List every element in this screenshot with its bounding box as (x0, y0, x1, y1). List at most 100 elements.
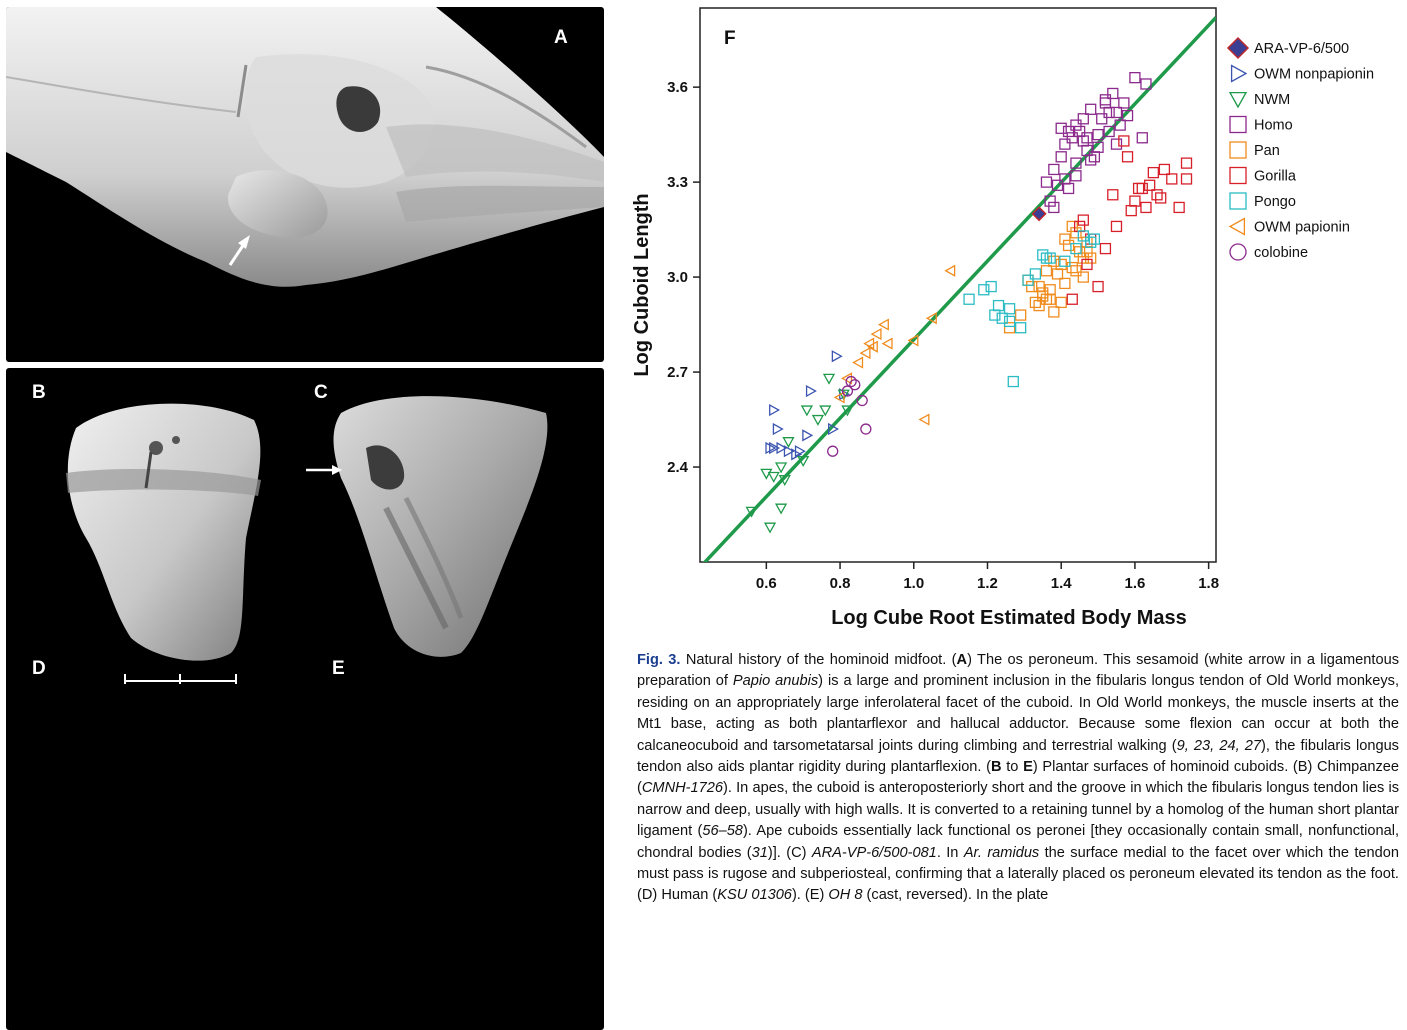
data-point-gorilla (1066, 293, 1078, 305)
panel-label-d: D (32, 658, 46, 679)
data-point-owm-papionin (833, 391, 845, 404)
data-point-homo (1092, 128, 1104, 141)
caption-bold: B (991, 759, 1002, 776)
data-point-homo (1099, 97, 1112, 109)
data-point-pan (1077, 271, 1089, 283)
data-point-homo (1044, 195, 1056, 207)
data-point-homo (1121, 109, 1134, 122)
data-point-nwm (745, 506, 758, 518)
data-point-pongo (1003, 303, 1016, 315)
data-point-gorilla (1125, 204, 1137, 217)
data-point-gorilla (1118, 135, 1130, 147)
data-point-nwm (778, 475, 791, 487)
x-tick-label: 1.0 (903, 575, 924, 592)
data-point-gorilla (1107, 189, 1119, 201)
data-point-pan (1066, 220, 1078, 233)
data-point-pongo (1040, 252, 1053, 264)
legend-marker-ara-vp-6-500 (1226, 36, 1250, 60)
data-point-owm-papionin (881, 337, 893, 350)
data-point-homo (1118, 97, 1130, 109)
y-tick-label: 2.4 (667, 459, 689, 476)
panel-label-b: B (32, 382, 46, 403)
data-point-owm-papionin (841, 372, 853, 385)
data-point-pan (1059, 233, 1071, 245)
panel-label-f: F (724, 28, 736, 49)
y-tick-label: 3.3 (667, 174, 688, 191)
data-point-homo (1070, 119, 1082, 131)
figure-caption: Fig. 3. Natural history of the hominoid … (637, 650, 1399, 907)
data-point-pan (1003, 322, 1016, 334)
x-tick-label: 0.6 (756, 575, 777, 592)
legend-marker-pan (1229, 141, 1247, 159)
data-point-homo (1073, 125, 1086, 138)
data-point-colobine (860, 423, 872, 435)
data-point-homo (1048, 201, 1060, 214)
regression-line (702, 16, 1216, 562)
data-point-pan (1085, 252, 1097, 264)
data-point-pongo (1088, 233, 1101, 245)
data-point-owm-papionin (866, 340, 878, 353)
y-tick-label: 2.7 (667, 364, 688, 381)
data-point-homo (1085, 154, 1097, 166)
data-point-homo (1077, 135, 1089, 147)
data-point-pongo (1007, 375, 1019, 388)
panel-label-a: A (554, 27, 568, 48)
data-point-owm-nonpapionin (791, 448, 803, 461)
data-point-gorilla (1166, 173, 1178, 185)
data-point-pongo (1070, 242, 1082, 255)
legend-label-ara-vp-6-500: ARA-VP-6/500 (1254, 41, 1349, 57)
data-point-gorilla (1085, 233, 1097, 245)
data-point-pan (1073, 246, 1086, 258)
data-point-homo (1066, 132, 1078, 144)
data-point-pongo (985, 280, 997, 293)
data-point-nwm (774, 462, 788, 474)
data-point-nwm (774, 503, 788, 515)
data-point-homo (1048, 163, 1060, 176)
data-point-gorilla (1155, 192, 1167, 204)
legend-marker-colobine (1229, 243, 1247, 261)
data-point-gorilla (1180, 173, 1193, 185)
data-point-pan (1015, 309, 1027, 321)
data-point-gorilla (1129, 195, 1141, 207)
data-point-homo (1040, 176, 1053, 188)
caption-bold: A (956, 652, 968, 668)
data-point-homo (1081, 132, 1093, 144)
x-tick-label: 1.8 (1198, 575, 1219, 592)
data-point-homo (1059, 138, 1071, 150)
data-point-owm-nonpapionin (828, 422, 840, 436)
data-point-pan (1033, 280, 1045, 293)
data-point-owm-nonpapionin (776, 441, 788, 455)
data-point-pan (1040, 265, 1053, 277)
x-axis-title: Log Cube Root Estimated Body Mass (831, 607, 1187, 629)
caption-text: ) The os peroneum. This sesamoid (white … (637, 652, 1399, 690)
data-point-nwm (767, 471, 780, 483)
data-point-owm-nonpapionin (805, 384, 817, 398)
caption-text: ). Ape cuboids essentially lack function… (637, 823, 1399, 861)
data-point-gorilla (1092, 280, 1104, 293)
data-point-owm-nonpapionin (783, 445, 795, 458)
data-point-colobine (856, 394, 868, 407)
legend-label-gorilla: Gorilla (1254, 169, 1297, 185)
data-point-pongo (978, 284, 990, 296)
data-point-owm-nonpapionin (769, 403, 781, 417)
data-point-pan (1066, 261, 1078, 274)
data-point-pan (1062, 239, 1075, 252)
data-point-owm-nonpapionin (772, 422, 784, 436)
data-point-nwm (811, 414, 825, 426)
data-point-gorilla (1140, 201, 1152, 214)
data-point-pan (1048, 306, 1060, 318)
y-axis-title: Log Cuboid Length (631, 193, 653, 376)
data-point-owm-papionin (870, 327, 882, 341)
data-point-pan (1048, 255, 1060, 267)
data-point-pan (1033, 299, 1045, 312)
data-point-pongo (1029, 268, 1042, 280)
data-point-pongo (989, 309, 1001, 321)
panels-b-to-e-photo: B C D E (6, 368, 604, 1030)
data-point-pongo (1044, 252, 1056, 264)
data-point-ara-vp-6-500 (1031, 206, 1047, 222)
data-point-gorilla (1144, 179, 1156, 191)
legend-marker-owm-papionin (1228, 217, 1246, 236)
cuboid-photos (66, 396, 548, 661)
data-point-homo (1103, 106, 1115, 119)
data-point-nwm (800, 405, 813, 417)
